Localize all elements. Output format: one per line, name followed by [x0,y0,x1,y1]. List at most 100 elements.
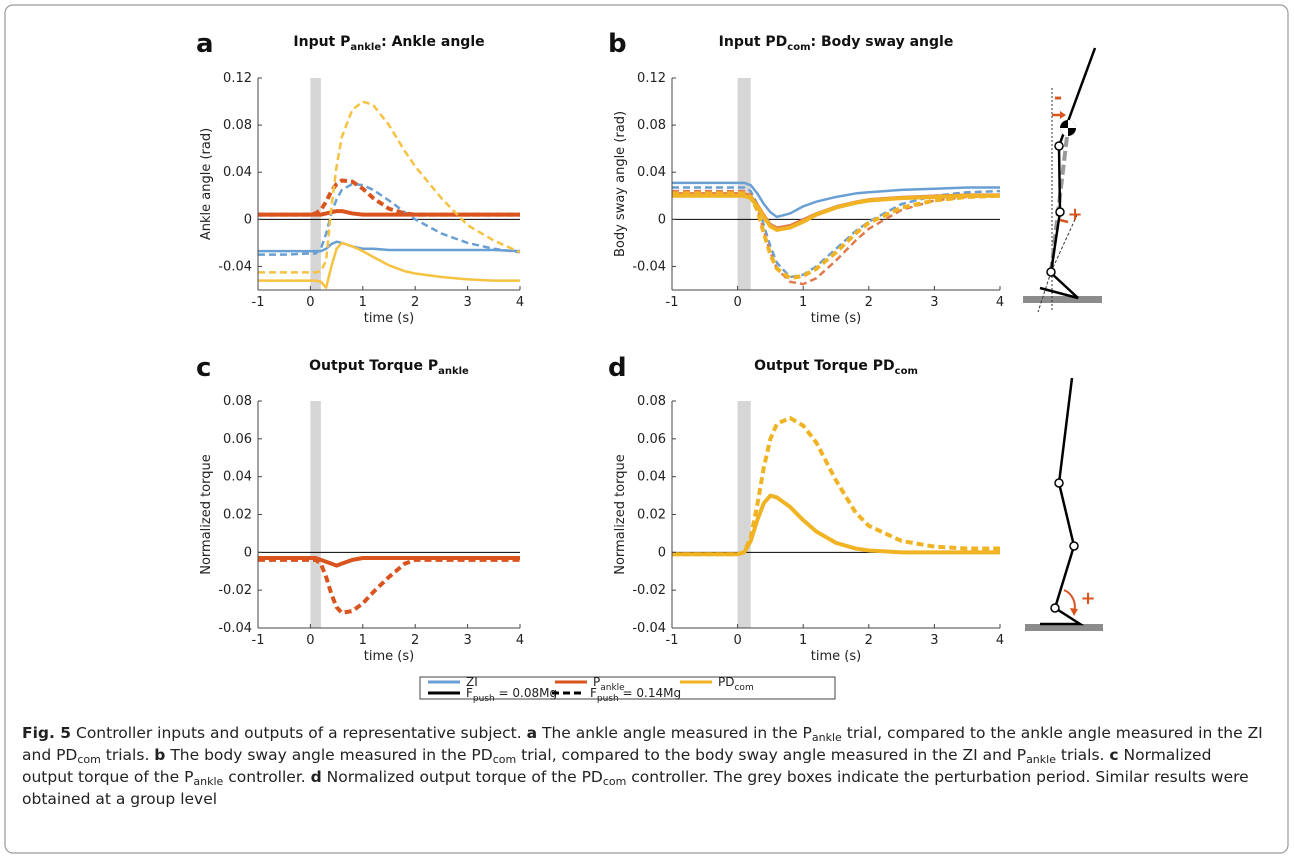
caption-segment: a [526,724,538,742]
chart-title: Input Pankle: Ankle angle [293,34,484,53]
y-tick-label: -0.04 [218,259,252,274]
x-tick-label: 1 [359,633,367,648]
x-tick-label: 1 [799,295,807,310]
caption-segment: controller. [223,768,311,786]
x-tick-label: 0 [733,295,741,310]
legend-label: Fpush = 0.08Mg [466,686,557,704]
caption-segment: trials. [1055,746,1110,764]
text-segment: : Ankle angle [381,34,484,50]
x-tick-label: 2 [411,633,419,648]
text-segment: = 0.08Mg [495,686,557,700]
x-tick-label: 4 [516,633,524,648]
y-tick-label: 0.12 [223,71,252,86]
caption-segment: The ankle angle measured in the P [537,724,812,742]
x-axis-label: time (s) [811,311,861,326]
legend-label: Pankle [593,675,625,693]
x-tick-label: -1 [666,295,679,310]
x-axis-label: time (s) [364,311,414,326]
y-tick-label: 0.02 [637,508,666,523]
y-tick-label: 0.08 [223,394,252,409]
text-segment: : Body sway angle [811,34,954,50]
caption-segment: Controller inputs and outputs of a repre… [71,724,527,742]
y-tick-label: 0 [658,212,666,227]
figure-mark: + [1080,588,1095,609]
legend-label: ZI [466,675,478,689]
data-line [672,193,1000,232]
y-axis-label: Normalized torque [613,454,628,575]
y-tick-label: 0.06 [223,432,252,447]
caption-segment: ankle [811,731,842,744]
text-segment: ankle [350,42,381,53]
x-tick-label: 3 [930,295,938,310]
data-line [258,100,521,274]
stick-figure-torque [1025,377,1103,631]
y-tick-label: -0.04 [632,621,666,636]
caption-segment: trials. [100,746,155,764]
x-tick-label: 3 [463,295,471,310]
x-tick-label: 3 [930,633,938,648]
x-tick-label: 3 [463,633,471,648]
data-line [258,178,520,217]
x-tick-label: -1 [666,633,679,648]
data-line [672,191,1001,281]
x-tick-label: 2 [411,295,419,310]
text-segment: ankle [600,683,625,693]
y-tick-label: -0.02 [218,583,252,598]
panel-label: a [196,29,214,59]
data-line [258,240,521,253]
frame [4,4,1289,854]
caption-segment: The body sway angle measured in the PD [165,746,493,764]
x-axis-label: time (s) [364,649,414,664]
caption-segment: controller. The grey boxes indicate the … [22,768,1249,808]
y-tick-label: 0 [244,212,252,227]
x-tick-label: 0 [306,633,314,648]
caption-segment: d [310,768,322,786]
caption-segment: com [77,753,101,766]
x-tick-label: 2 [865,633,873,648]
caption-segment: Normalized output torque of the PD [321,768,603,786]
data-line [258,182,521,256]
x-tick-label: -1 [252,295,265,310]
text-segment: com [895,366,918,377]
x-axis-label: time (s) [811,649,861,664]
data-line [672,186,1001,279]
caption-segment: trial, compared to the ankle angle measu… [22,724,1263,764]
perturbation-box [310,401,321,628]
y-axis-label: Normalized torque [199,454,214,575]
chart-title: Output Torque PDcom [754,358,918,377]
chart-title: Output Torque Pankle [309,358,469,377]
data-line [672,493,1000,557]
x-tick-label: -1 [252,633,265,648]
x-tick-label: 4 [996,295,1004,310]
y-tick-label: -0.04 [218,621,252,636]
x-tick-label: 4 [996,633,1004,648]
stick-figure-sway [1023,47,1102,313]
y-tick-label: 0.04 [223,470,252,485]
chart-title: Input PDcom: Body sway angle [719,34,954,53]
x-tick-label: 0 [733,633,741,648]
x-tick-label: 2 [865,295,873,310]
y-tick-label: 0.04 [223,165,252,180]
y-tick-label: 0.08 [637,118,666,133]
text-segment: PD [718,675,734,689]
y-tick-label: 0 [658,545,666,560]
panel-label: c [196,353,211,383]
legend-label: Fpush = 0.14Mg [590,686,681,704]
y-tick-label: 0.02 [223,508,252,523]
text-segment: Output Torque PD [754,358,895,374]
caption-segment: com [602,775,627,788]
y-tick-label: 0.12 [637,71,666,86]
text-segment: Input PD [719,34,788,50]
y-tick-label: -0.04 [632,259,666,274]
y-axis-label: Ankle angle (rad) [199,128,214,240]
text-segment: ZI [466,675,478,689]
caption-segment: ankle [193,775,224,788]
x-tick-label: 4 [516,295,524,310]
y-tick-label: 0.04 [637,470,666,485]
text-segment: com [734,683,753,693]
legend-label: PDcom [718,675,754,693]
x-tick-label: 1 [359,295,367,310]
data-line [258,241,520,289]
text-segment: push [597,694,619,704]
